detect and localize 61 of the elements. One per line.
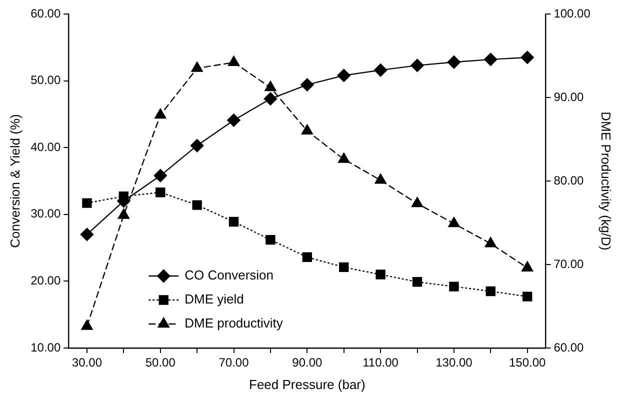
point [302,252,312,262]
point [338,152,350,163]
point [412,277,422,287]
point [264,92,278,106]
y2-tick-label: 100.00 [554,6,591,20]
point [301,124,313,134]
point [484,237,496,248]
point [82,198,92,208]
x-tick-label: 130.00 [436,356,473,370]
y-tick-label: 40.00 [30,140,61,154]
point [449,282,459,292]
y2-axis-title: DME Productivity (kg/D) [598,112,614,250]
y-axis-title: Conversion & Yield (%) [7,114,22,248]
point [411,196,424,208]
point [337,68,350,82]
point [228,56,240,66]
point [81,320,93,330]
x-tick-label: 90.00 [292,356,323,370]
point [448,216,460,228]
point [522,261,534,272]
point [154,108,166,119]
x-tick-label: 150.00 [508,356,546,370]
point [374,64,388,77]
x-axis-title: Feed Pressure (bar) [249,376,366,392]
x-tick-label: 30.00 [72,356,102,370]
x-tick-label: 110.00 [362,356,399,370]
point [374,174,386,184]
y2-tick-label: 60.00 [554,340,584,354]
point [300,78,314,92]
y-tick-label: 60.00 [30,6,61,20]
point [156,188,166,198]
y2-tick-label: 90.00 [554,90,584,104]
point [154,169,167,182]
point [190,138,204,152]
y-tick-label: 10.00 [30,340,61,354]
legend-label: DME productivity [184,316,284,331]
point [227,114,240,127]
y2-tick-label: 80.00 [554,173,584,188]
point [522,292,532,302]
point [191,62,203,72]
point [486,286,496,296]
point [410,58,424,72]
x-tick-label: 70.00 [218,356,250,370]
point [484,52,498,66]
legend-label: CO Conversion [184,268,274,283]
point [118,208,130,219]
y-tick-label: 50.00 [30,73,61,88]
y-tick-label: 20.00 [30,274,61,288]
x-tick-label: 50.00 [145,356,176,370]
point [192,200,202,210]
point [376,270,386,280]
point [339,262,349,272]
y-tick-label: 30.00 [30,206,61,221]
point [447,55,461,69]
point [266,234,276,245]
point [80,228,94,242]
legend-label: DME yield [184,292,244,307]
point [264,80,276,92]
point [228,216,239,227]
point [520,50,534,64]
y2-tick-label: 70.00 [554,256,584,271]
